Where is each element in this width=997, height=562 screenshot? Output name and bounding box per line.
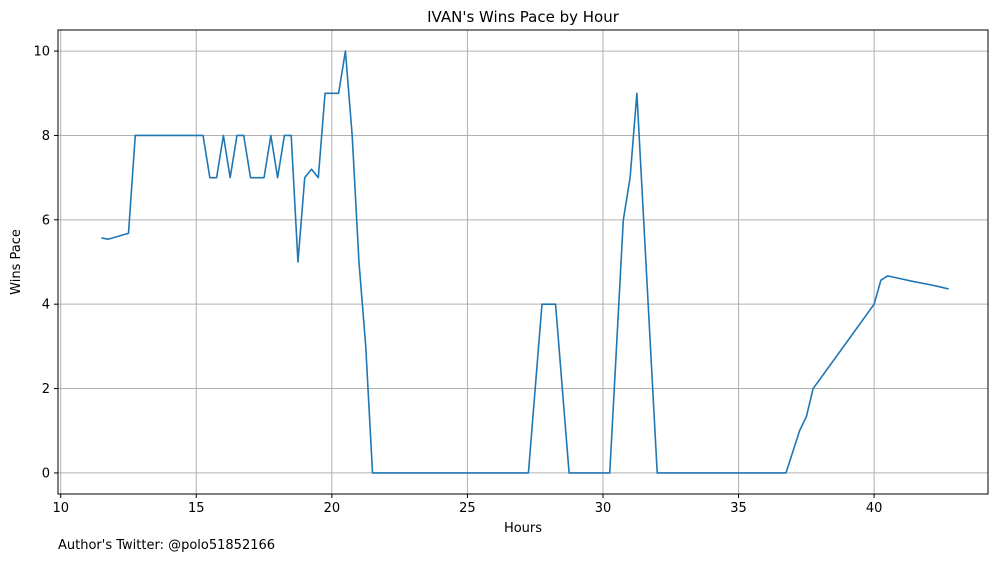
x-tick-label: 10: [52, 501, 69, 516]
y-axis-label: Wins Pace: [9, 229, 24, 295]
y-tick-label: 8: [42, 129, 50, 144]
y-tick-label: 4: [42, 298, 50, 313]
x-tick-label: 40: [866, 501, 883, 516]
x-tick-label: 25: [459, 501, 476, 516]
y-tick-label: 2: [42, 382, 50, 397]
x-tick-label: 35: [730, 501, 747, 516]
x-axis-label: Hours: [504, 521, 542, 536]
y-tick-label: 0: [42, 466, 50, 481]
grid-lines: [58, 30, 988, 494]
author-credit: Author's Twitter: @polo51852166: [58, 538, 276, 553]
x-tick-label: 30: [595, 501, 612, 516]
x-tick-label: 20: [324, 501, 341, 516]
plot-frame: [57, 29, 989, 495]
y-tick-label: 10: [33, 45, 50, 60]
x-tick-label: 15: [188, 501, 205, 516]
chart-title: IVAN's Wins Pace by Hour: [427, 8, 620, 26]
axis-ticks: 10 15 20 25 30 35 40 0 2 4 6 8 10: [33, 45, 882, 516]
series-line: [101, 50, 949, 474]
y-tick-label: 6: [42, 213, 50, 228]
